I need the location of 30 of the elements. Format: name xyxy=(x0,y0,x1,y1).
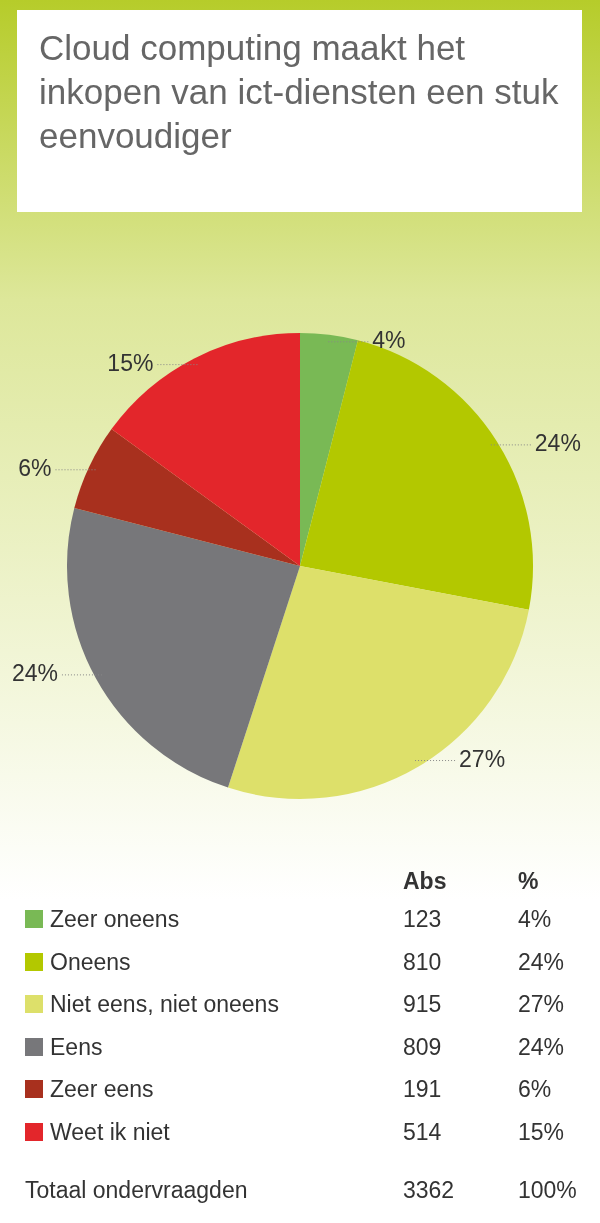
text: 6% xyxy=(518,1076,552,1103)
text: 514 xyxy=(403,1119,442,1146)
text: 24% xyxy=(518,948,565,975)
data-label: 15% xyxy=(107,349,154,376)
text: 3362 xyxy=(403,1177,455,1204)
data-label: 6% xyxy=(18,455,52,482)
data-label: 24% xyxy=(534,430,581,457)
legend-label: Eens xyxy=(50,1033,103,1061)
text: 191 xyxy=(403,1076,442,1104)
text: Abs xyxy=(403,868,447,895)
text: 100% xyxy=(518,1177,577,1204)
text: 809 xyxy=(403,1033,442,1061)
text: 15% xyxy=(518,1119,565,1145)
legend-label: Niet eens, niet oneens xyxy=(50,991,279,1019)
chart-title: Cloud computing maakt het inkopen van ict-diensten een stuk eenvoudiger xyxy=(17,10,582,212)
text: 123 xyxy=(403,906,442,933)
text: 915 xyxy=(403,991,442,1019)
text: Totaal ondervraagden xyxy=(25,1177,248,1204)
data-label: 4% xyxy=(372,327,406,354)
legend-label: Zeer oneens xyxy=(50,906,180,933)
legend-label: Oneens xyxy=(50,948,131,976)
text: 4% xyxy=(518,906,552,932)
text: % xyxy=(518,868,539,895)
data-label: 27% xyxy=(459,745,506,772)
text: 810 xyxy=(403,948,442,976)
text: 24% xyxy=(518,1033,565,1060)
data-label: 24% xyxy=(11,660,58,687)
legend-label: Zeer eens xyxy=(50,1076,154,1104)
text: 27% xyxy=(518,991,565,1018)
legend-label: Weet ik niet xyxy=(50,1119,170,1146)
